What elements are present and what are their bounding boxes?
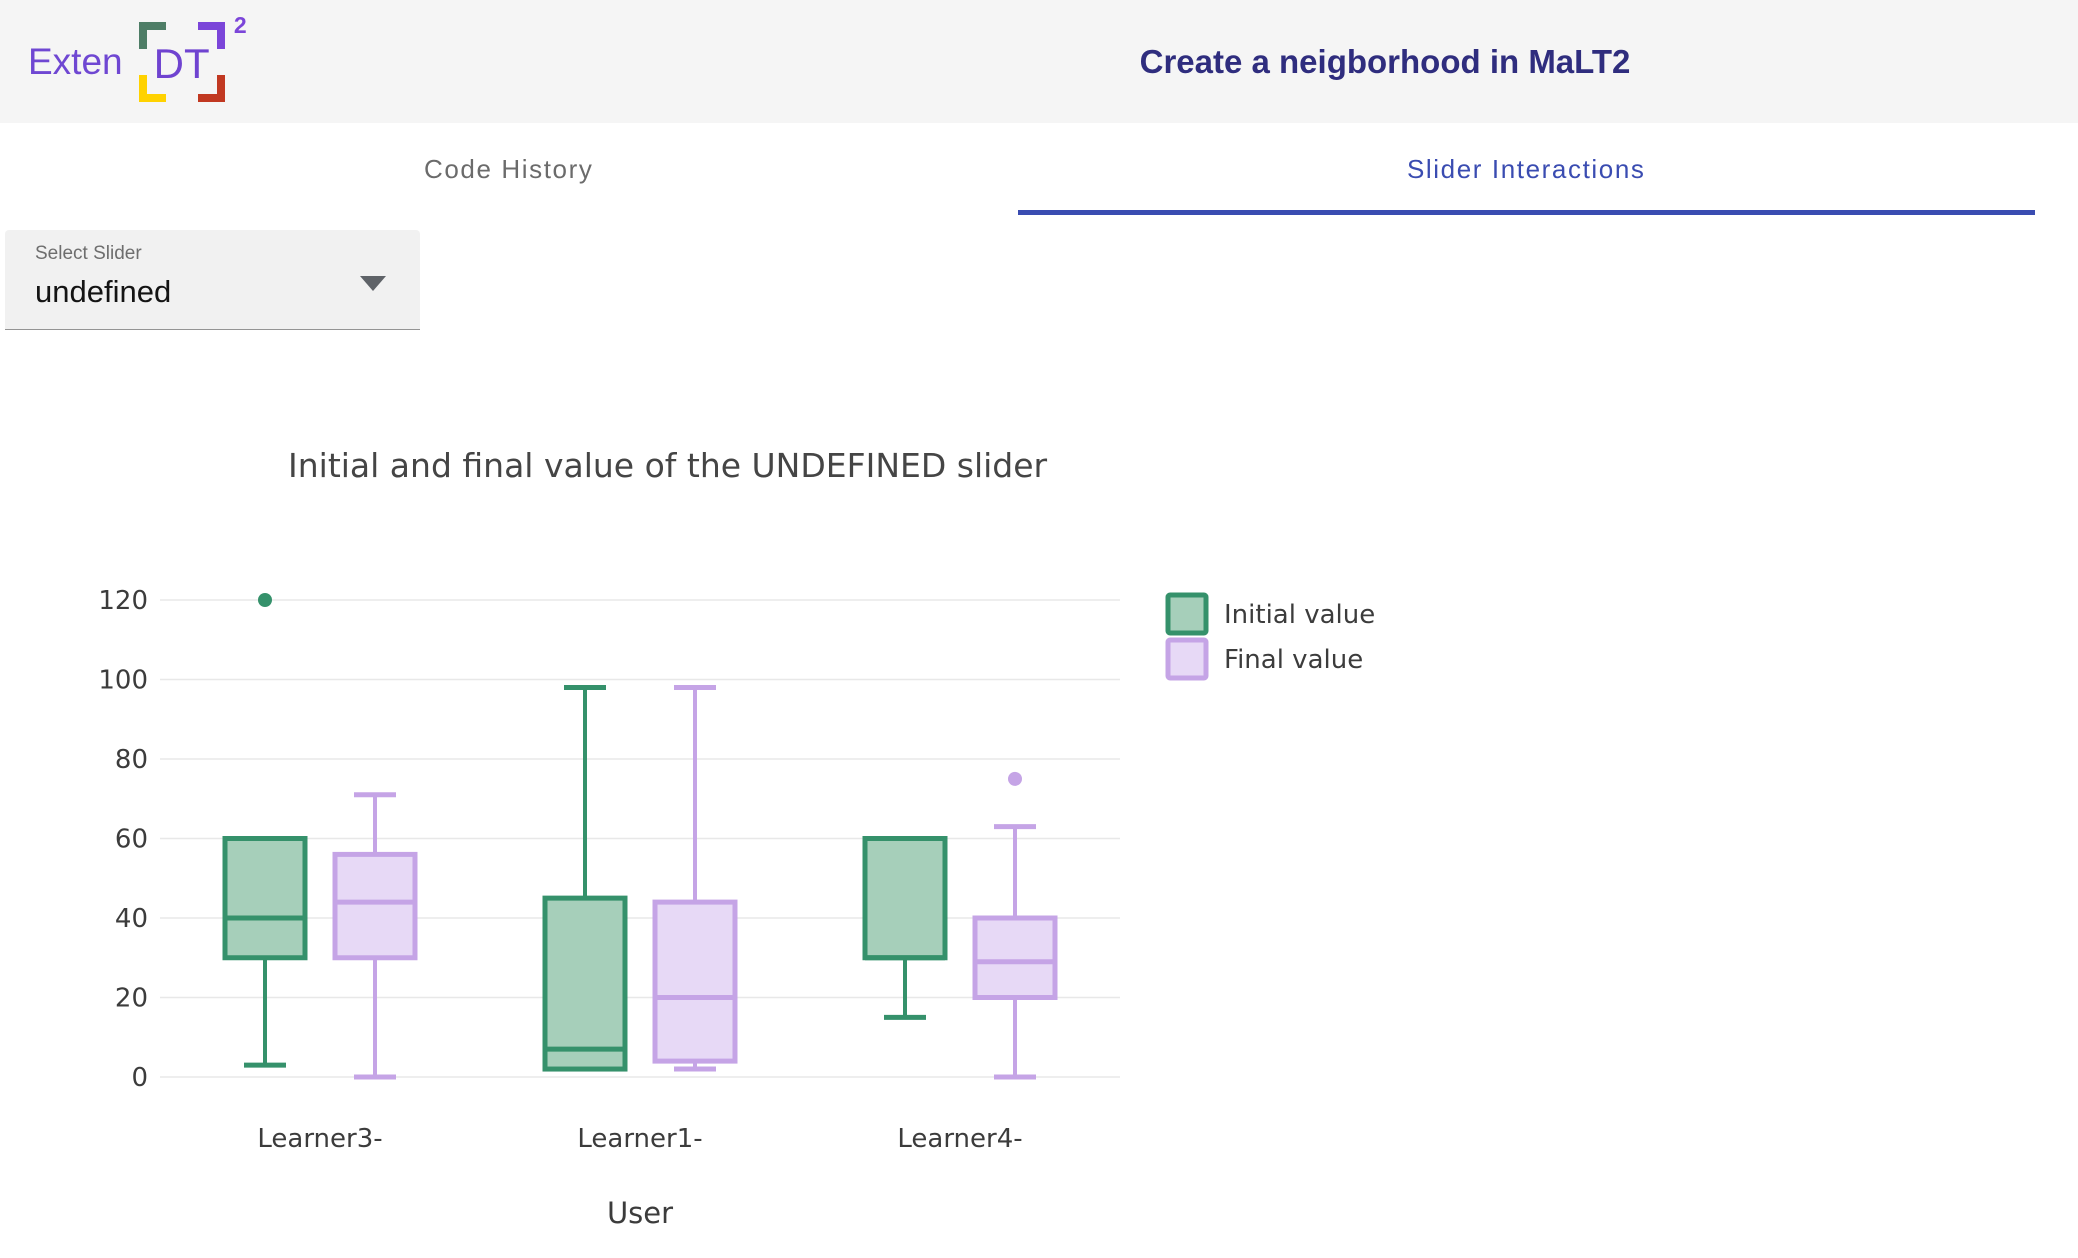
logo-brackets-icon: DT 2 — [138, 12, 247, 102]
y-tick-label: 20 — [115, 984, 148, 1014]
y-tick-label: 80 — [115, 745, 148, 775]
chart-title: Initial and final value of the UNDEFINED… — [288, 446, 1048, 485]
y-tick-label: 40 — [115, 904, 148, 934]
tab-label: Code History — [424, 153, 594, 184]
x-tick-label: Learner1- — [577, 1124, 702, 1154]
legend-label: Initial value — [1224, 600, 1375, 630]
app-header: Exten DT 2 Create a neigborhood in MaLT2 — [0, 0, 2078, 123]
logo-dt-text: DT — [153, 39, 210, 87]
x-tick-label: Learner3- — [257, 1124, 382, 1154]
y-tick-label: 100 — [100, 666, 148, 696]
x-axis-title: User — [607, 1196, 673, 1230]
legend-swatch — [1165, 592, 1209, 636]
tab-code-history[interactable]: Code History — [0, 123, 1018, 215]
box — [862, 836, 948, 961]
tab-bar: Code History Slider Interactions — [0, 123, 2035, 215]
bracket-top-left-icon — [138, 21, 166, 49]
box — [542, 895, 628, 1072]
y-tick-label: 120 — [100, 586, 148, 616]
active-tab-indicator — [1017, 210, 2035, 215]
tab-slider-interactions[interactable]: Slider Interactions — [1018, 123, 2036, 215]
tab-label: Slider Interactions — [1406, 153, 1646, 184]
page-title: Create a neigborhood in MaLT2 — [1139, 42, 1631, 80]
boxplot-chart: 0 20 40 60 80 100 120 Learner3- Learner1- Learner… — [100, 586, 1375, 1230]
slider-select[interactable]: Select Slider undefined — [5, 230, 420, 330]
slider-select-label: Select Slider — [35, 243, 142, 264]
logo-superscript: 2 — [233, 11, 247, 38]
app-logo: Exten DT 2 — [28, 0, 247, 123]
box — [332, 851, 418, 961]
box — [652, 899, 738, 1064]
bracket-bottom-right-icon — [197, 74, 225, 102]
legend-swatch — [1165, 637, 1209, 681]
y-tick-label: 60 — [115, 825, 148, 855]
box — [972, 915, 1058, 1000]
y-tick-label: 0 — [131, 1063, 148, 1093]
bracket-top-right-icon — [197, 21, 225, 49]
outlier-point — [1008, 771, 1022, 786]
logo-text: Exten — [28, 40, 123, 82]
bracket-bottom-left-icon — [138, 74, 166, 102]
outlier-point — [258, 593, 272, 607]
dropdown-arrow-icon — [360, 276, 386, 291]
legend-label: Final value — [1224, 645, 1363, 675]
box — [222, 836, 308, 961]
slider-select-value: undefined — [35, 274, 172, 309]
x-tick-label: Learner4- — [897, 1124, 1022, 1154]
